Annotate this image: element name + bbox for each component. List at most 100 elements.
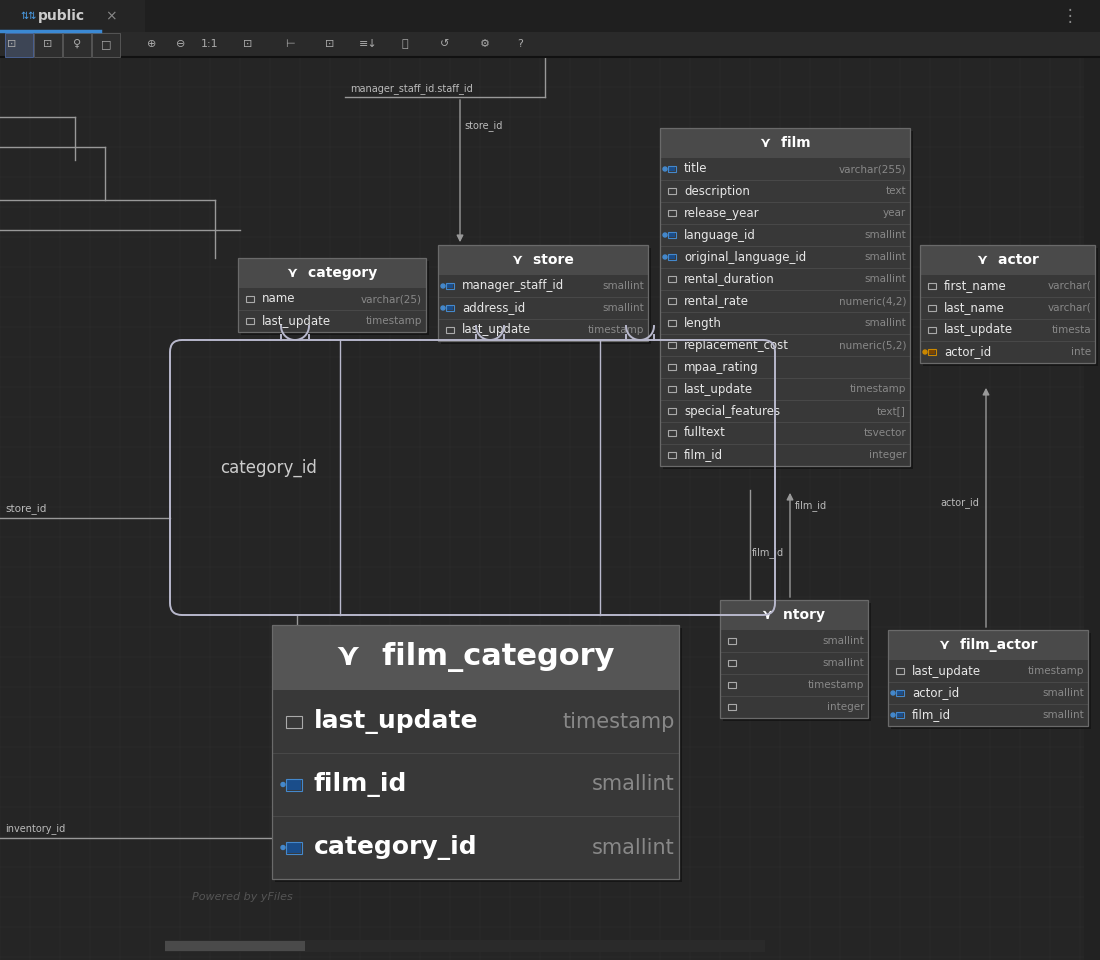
Text: smallint: smallint (865, 252, 906, 262)
Text: □: □ (101, 39, 111, 49)
Bar (669, 167, 675, 171)
Text: varchar(25): varchar(25) (361, 294, 422, 304)
Bar (272, 625, 679, 879)
Bar (6, 33, 33, 57)
Bar (0, 0, 1100, 32)
Circle shape (441, 306, 446, 310)
Bar (286, 715, 302, 728)
Text: smallint: smallint (865, 230, 906, 240)
Text: description: description (684, 184, 750, 198)
Text: ≡↓: ≡↓ (359, 39, 377, 49)
Text: last_update: last_update (462, 324, 531, 337)
Text: smallint: smallint (1043, 688, 1084, 698)
Bar (668, 386, 676, 392)
Text: varchar(: varchar( (1047, 281, 1091, 291)
Bar (660, 158, 910, 466)
Bar (928, 283, 936, 289)
Text: ⊖: ⊖ (176, 39, 186, 49)
Text: smallint: smallint (592, 837, 675, 857)
Text: last_update: last_update (944, 324, 1013, 337)
Bar (441, 248, 651, 344)
Bar (668, 298, 676, 304)
Bar (720, 630, 868, 718)
Text: length: length (684, 317, 722, 329)
Bar (668, 408, 676, 414)
Text: timestamp: timestamp (849, 384, 906, 394)
Bar (668, 188, 676, 194)
Bar (668, 342, 676, 348)
Bar (438, 245, 648, 275)
Text: category_id: category_id (220, 459, 317, 477)
Text: smallint: smallint (1043, 710, 1084, 720)
Bar (447, 306, 453, 310)
Text: special_features: special_features (684, 404, 780, 418)
Circle shape (923, 350, 927, 354)
Text: smallint: smallint (592, 775, 675, 795)
Bar (888, 630, 1088, 726)
Text: 1:1: 1:1 (201, 39, 219, 49)
Bar (920, 245, 1094, 275)
Bar (63, 33, 91, 57)
Text: timesta: timesta (1052, 325, 1091, 335)
Bar (928, 327, 936, 333)
Bar (928, 349, 936, 355)
Bar (923, 248, 1098, 366)
Text: ⋎  film: ⋎ film (760, 136, 811, 150)
Bar (723, 603, 871, 721)
Bar (920, 275, 1094, 363)
Text: film_id: film_id (684, 448, 723, 462)
Bar (888, 630, 1088, 660)
Text: ⋎  film_category: ⋎ film_category (337, 642, 615, 673)
Bar (446, 327, 454, 333)
Bar (238, 258, 426, 332)
Text: Powered by yFiles: Powered by yFiles (192, 892, 293, 902)
Bar (668, 276, 676, 282)
Bar (165, 941, 305, 951)
Bar (896, 691, 903, 695)
Bar (928, 305, 936, 311)
Text: actor_id: actor_id (940, 497, 979, 508)
Text: ⊡: ⊡ (8, 39, 16, 49)
Bar (272, 625, 679, 690)
Text: smallint: smallint (865, 318, 906, 328)
Text: film_id: film_id (912, 708, 952, 722)
Text: fulltext: fulltext (684, 426, 726, 440)
Bar (238, 258, 426, 288)
Text: ⋎  actor: ⋎ actor (977, 253, 1038, 267)
Bar (728, 704, 736, 710)
Text: rental_duration: rental_duration (684, 273, 774, 285)
Text: film_id: film_id (752, 547, 784, 558)
Text: ↺: ↺ (440, 39, 450, 49)
Text: store_id: store_id (464, 120, 503, 131)
Bar (720, 600, 868, 718)
Text: ⊡: ⊡ (243, 39, 253, 49)
Bar (668, 430, 676, 436)
Text: manager_staff_id: manager_staff_id (462, 279, 564, 293)
Text: last_update: last_update (314, 709, 478, 734)
Circle shape (663, 167, 667, 171)
Text: timestamp: timestamp (1027, 666, 1084, 676)
Bar (668, 232, 676, 238)
Bar (660, 128, 910, 466)
Circle shape (280, 846, 285, 850)
Text: inventory_id: inventory_id (6, 823, 65, 834)
Text: ⊢: ⊢ (285, 39, 295, 49)
Text: ⊡: ⊡ (326, 39, 334, 49)
Bar (438, 245, 648, 341)
Text: ⇅⇅: ⇅⇅ (20, 11, 36, 21)
Bar (669, 255, 675, 259)
Bar (446, 283, 454, 289)
Text: manager_staff_id.staff_id: manager_staff_id.staff_id (350, 83, 473, 94)
Text: varchar(: varchar( (1047, 303, 1091, 313)
Bar (286, 779, 302, 790)
Circle shape (663, 233, 667, 237)
Text: integer: integer (826, 702, 864, 712)
Text: last_update: last_update (912, 664, 981, 678)
Bar (246, 318, 254, 324)
Bar (287, 780, 301, 789)
Bar (668, 320, 676, 326)
Text: inte: inte (1071, 347, 1091, 357)
Bar (728, 660, 736, 666)
Text: replacement_cost: replacement_cost (684, 339, 789, 351)
Bar (446, 305, 454, 311)
